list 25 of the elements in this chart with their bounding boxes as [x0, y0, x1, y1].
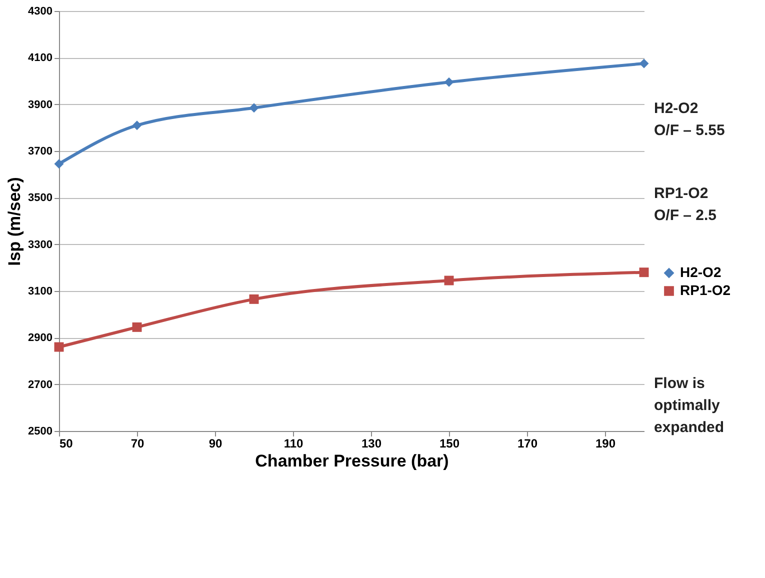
text: Flow is optimally expanded — [654, 375, 724, 436]
text: RP1-O2 O/F – 2.5 — [654, 185, 717, 224]
y-tick-label: 3700 — [28, 146, 52, 158]
x-tick-label: 130 — [361, 436, 382, 450]
legend-label: RP1-O2 — [680, 282, 731, 298]
y-tick-label: 4100 — [28, 52, 52, 64]
legend-label: H2-O2 — [680, 264, 722, 280]
x-tick-label: 50 — [60, 436, 74, 450]
y-tick-label: 2500 — [28, 426, 52, 438]
y-tick-label: 2700 — [28, 378, 52, 391]
x-tick-label: 190 — [595, 436, 616, 450]
x-tick-label: 110 — [284, 436, 304, 450]
x-tick-label: 170 — [517, 436, 538, 450]
x-axis-title: Chamber Pressure (bar) — [255, 452, 449, 470]
y-tick-label: 3900 — [28, 98, 52, 111]
y-tick-label: 4300 — [28, 6, 52, 18]
x-tick-label: 70 — [130, 436, 144, 450]
y-tick-label: 3300 — [28, 238, 52, 251]
x-tick-label: 150 — [439, 436, 460, 450]
y-axis-title: Isp (m/sec) — [5, 177, 24, 266]
text: H2-O2 O/F – 5.55 — [654, 100, 725, 139]
y-tick-label: 2900 — [28, 332, 52, 344]
y-tick-label: 3100 — [28, 286, 52, 298]
x-tick-label: 90 — [208, 436, 222, 450]
y-tick-label: 3500 — [28, 192, 52, 204]
